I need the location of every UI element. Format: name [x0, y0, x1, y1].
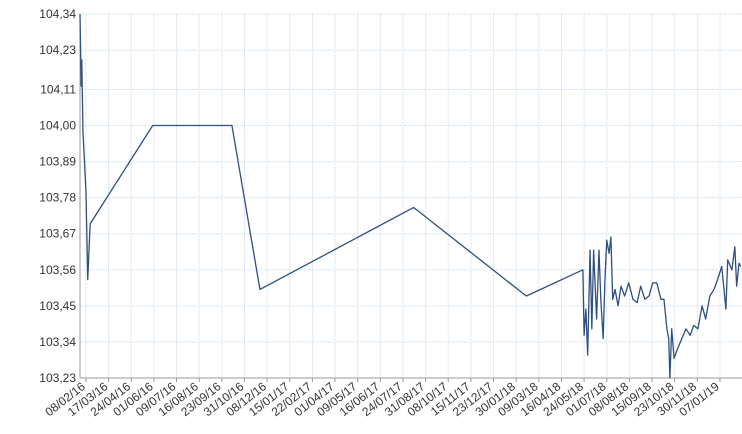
- y-tick-label: 103,67: [39, 227, 76, 241]
- y-tick-label: 103,45: [39, 299, 76, 313]
- y-tick-label: 103,34: [39, 335, 76, 349]
- y-tick-label: 103,78: [39, 191, 76, 205]
- line-series: [79, 13, 742, 379]
- y-tick-label: 103,89: [39, 155, 76, 169]
- y-tick-label: 104,00: [39, 118, 76, 132]
- y-tick-label: 104,23: [39, 43, 76, 57]
- y-tick-label: 103,56: [39, 263, 76, 277]
- y-tick-label: 103,23: [39, 371, 76, 385]
- y-tick-label: 104,11: [40, 82, 76, 96]
- y-tick-label: 104,34: [39, 7, 76, 21]
